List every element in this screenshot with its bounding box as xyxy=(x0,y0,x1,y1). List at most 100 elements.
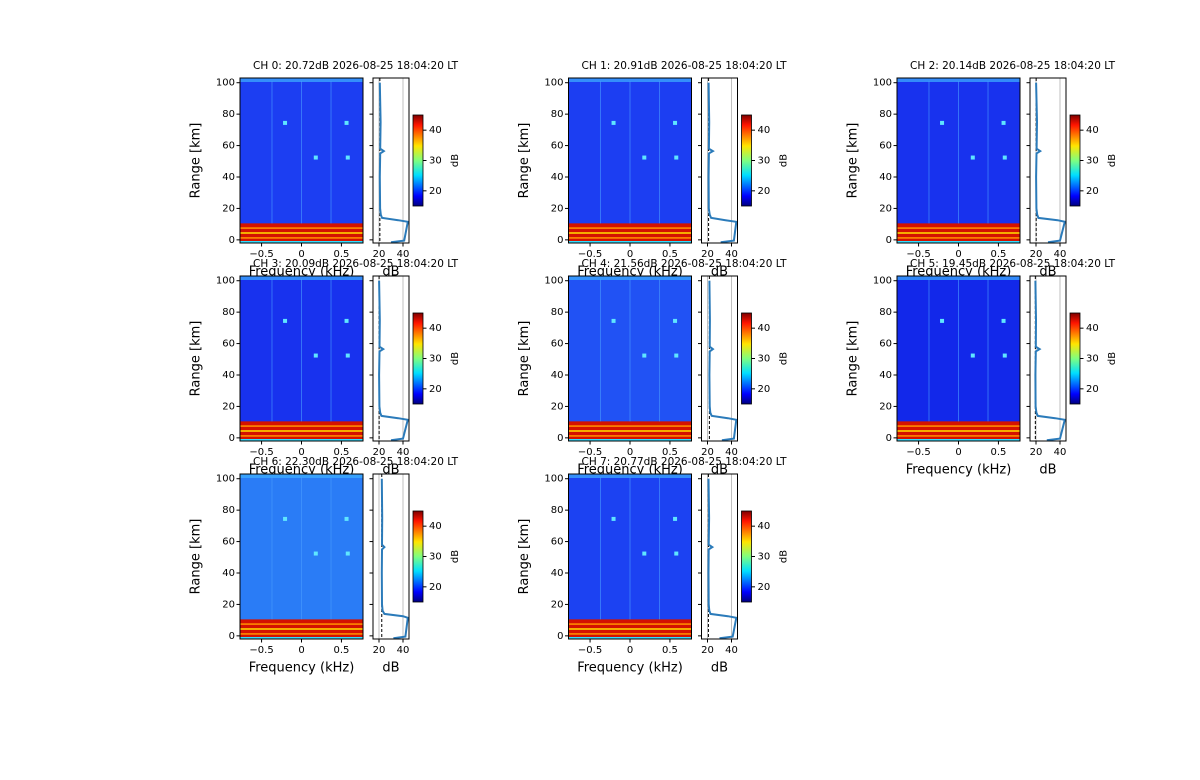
colorbar-tick-label: 20 xyxy=(758,186,771,197)
y-tick-label: 100 xyxy=(873,78,892,89)
y-tick-label: 20 xyxy=(222,599,235,610)
y-tick-label: 40 xyxy=(551,370,564,381)
doppler-line xyxy=(629,279,631,422)
y-tick-label: 20 xyxy=(879,203,892,214)
doppler-line xyxy=(958,279,959,422)
y-tick-label: 80 xyxy=(551,109,564,120)
echo-spot xyxy=(313,551,318,556)
y-tick-label: 100 xyxy=(544,276,563,287)
y-tick-label: 40 xyxy=(879,172,892,183)
doppler-line xyxy=(629,477,631,620)
doppler-line xyxy=(659,81,661,224)
colorbar xyxy=(1069,114,1081,207)
colorbar-tick-label: 40 xyxy=(758,521,771,532)
x-tick-label: 0 xyxy=(955,447,961,458)
y-tick-label: 100 xyxy=(216,474,235,485)
y-tick-label: 0 xyxy=(557,235,563,246)
panel-title: CH 1: 20.91dB 2026-08-25 18:04:20 LT xyxy=(582,60,788,72)
x-tick-label: 0.5 xyxy=(990,447,1006,458)
y-tick-label: 80 xyxy=(551,307,564,318)
clutter-stripe xyxy=(240,425,363,427)
colorbar-tick-label: 40 xyxy=(429,323,442,334)
y-tick-label: 40 xyxy=(222,370,235,381)
colorbar-tick-label: 30 xyxy=(758,156,771,167)
spectrogram-image xyxy=(240,276,363,441)
clutter-stripe xyxy=(568,227,692,229)
x-tick-label: 0 xyxy=(955,249,961,260)
image-top-strip xyxy=(897,78,1020,82)
echo-spot xyxy=(313,353,318,358)
panel-title: CH 3: 20.09dB 2026-08-25 18:04:20 LT xyxy=(253,258,459,270)
colorbar-tick-label: 40 xyxy=(1086,323,1099,334)
image-top-strip xyxy=(568,474,692,478)
colorbar-label: dB xyxy=(450,352,461,365)
colorbar-tick-label: 40 xyxy=(1086,125,1099,136)
echo-spot xyxy=(674,551,679,556)
y-axis-label: Range [km] xyxy=(189,123,204,199)
colorbar-tick-label: 40 xyxy=(429,521,442,532)
clutter-stripe xyxy=(568,637,692,639)
echo-spot xyxy=(674,155,679,160)
colorbar xyxy=(1069,312,1081,405)
spectrogram-image xyxy=(568,78,692,243)
x-axis-label: Frequency (kHz) xyxy=(906,463,1012,478)
clutter-stripe xyxy=(568,435,692,437)
y-tick-label: 20 xyxy=(879,401,892,412)
clutter-stripe xyxy=(240,633,363,635)
doppler-line xyxy=(301,81,302,224)
y-axis-label: Range [km] xyxy=(189,519,204,595)
colorbar-tick-label: 40 xyxy=(758,323,771,334)
y-axis-label: Range [km] xyxy=(189,321,204,397)
doppler-line xyxy=(301,279,302,422)
colorbar-tick-label: 30 xyxy=(758,354,771,365)
doppler-line xyxy=(987,279,989,422)
echo-spot xyxy=(345,353,350,358)
clutter-stripe xyxy=(568,241,692,243)
x-tick-label: 20 xyxy=(373,645,386,656)
x-tick-label: 40 xyxy=(397,249,410,260)
axes-frame xyxy=(372,473,410,640)
x-axis-label: dB xyxy=(382,661,399,676)
clutter-stripe xyxy=(568,430,692,432)
echo-spot xyxy=(940,120,945,125)
profile-line xyxy=(378,280,409,441)
panel-title: CH 4: 21.56dB 2026-08-25 18:04:20 LT xyxy=(582,258,788,270)
profile-line xyxy=(707,82,738,243)
y-axis-label: Range [km] xyxy=(846,321,861,397)
profile-line xyxy=(708,280,738,441)
x-tick-label: −0.5 xyxy=(249,447,273,458)
y-axis-label: Range [km] xyxy=(846,123,861,199)
clutter-stripe xyxy=(240,435,363,437)
x-tick-label: 0 xyxy=(627,645,633,656)
clutter-stripe xyxy=(240,232,363,234)
colorbar-label: dB xyxy=(779,352,790,365)
colorbar-label: dB xyxy=(779,550,790,563)
x-axis-label: Frequency (kHz) xyxy=(577,661,683,676)
doppler-line xyxy=(301,477,302,620)
x-tick-label: −0.5 xyxy=(906,249,930,260)
echo-spot xyxy=(344,318,349,323)
echo-spot xyxy=(642,353,647,358)
echo-spot xyxy=(674,353,679,358)
clutter-stripe xyxy=(568,237,692,239)
panel-title: CH 5: 19.45dB 2026-08-25 18:04:20 LT xyxy=(910,258,1116,270)
clutter-stripe xyxy=(897,439,1020,441)
echo-spot xyxy=(642,551,647,556)
colorbar-tick-label: 20 xyxy=(429,384,442,395)
x-tick-label: −0.5 xyxy=(249,249,273,260)
x-tick-label: 0 xyxy=(298,645,304,656)
colorbar-tick-label: 30 xyxy=(1086,354,1099,365)
profile-line xyxy=(1034,280,1066,441)
spectrogram-image xyxy=(568,276,692,441)
x-tick-label: 40 xyxy=(725,645,738,656)
echo-spot xyxy=(611,120,616,125)
colorbar-tick-label: 30 xyxy=(429,156,442,167)
axes-frame xyxy=(701,77,738,244)
doppler-line xyxy=(271,81,273,224)
colorbar-tick-label: 20 xyxy=(1086,384,1099,395)
y-tick-label: 40 xyxy=(879,370,892,381)
y-axis-label: Range [km] xyxy=(517,321,532,397)
x-tick-label: 40 xyxy=(725,447,738,458)
y-tick-label: 20 xyxy=(551,401,564,412)
